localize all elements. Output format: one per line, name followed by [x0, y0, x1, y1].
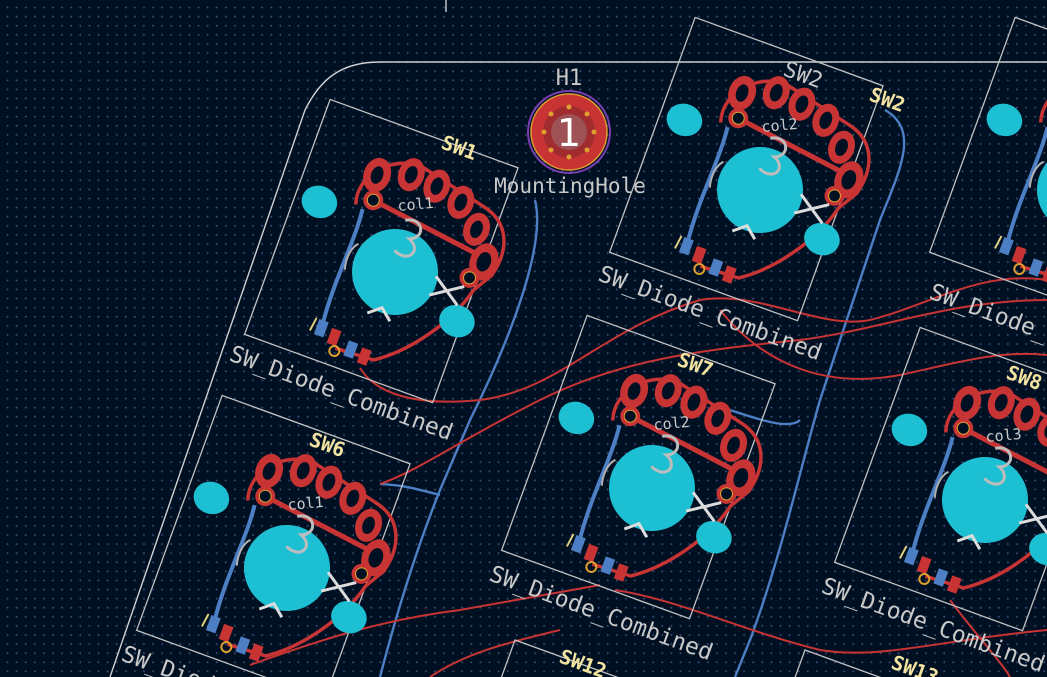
- board-edge-outline: [109, 0, 1047, 677]
- front-copper-trace: [429, 629, 561, 677]
- footprint-sw13[interactable]: SW13: [783, 649, 994, 677]
- back-copper-trace: [733, 108, 906, 677]
- footprint-reference: SW12: [556, 644, 609, 677]
- front-copper-trace: [719, 309, 1047, 380]
- back-copper-trace: [378, 199, 539, 677]
- footprint-value: SW_Diode_Combined: [226, 341, 456, 446]
- net-label: col1: [397, 194, 435, 215]
- front-copper-trace: [379, 299, 1047, 485]
- footprint-value: SW_Diode_Combined: [818, 573, 1047, 677]
- back-copper-trace: [729, 408, 801, 426]
- net-label: col2: [761, 115, 799, 136]
- mounting-hole-pad-number: 1: [557, 111, 581, 155]
- net-label: col2: [653, 413, 691, 434]
- footprint-value: SW_Diode_Combined: [486, 561, 716, 666]
- footprint-reference: SW2: [866, 82, 908, 117]
- footprint-reference: SW6: [306, 427, 348, 462]
- back-copper-trace: [379, 482, 441, 497]
- footprint-reference: SW7: [674, 347, 716, 382]
- front-copper-trace: [949, 599, 1011, 677]
- mounting-hole-value: MountingHole: [494, 174, 646, 198]
- mounting-hole-h1[interactable]: 1: [527, 90, 611, 174]
- footprint-sw6[interactable]: [137, 395, 424, 677]
- footprint-partial-right[interactable]: [930, 17, 1047, 325]
- footprint-reference: SW1: [438, 130, 480, 165]
- net-label: col3: [985, 425, 1023, 446]
- front-copper-trace: [359, 277, 1047, 403]
- mounting-hole-reference: H1: [556, 66, 583, 91]
- footprint-reference: SW13: [888, 650, 941, 677]
- front-copper-trace: [614, 589, 1047, 654]
- net-label: col1: [287, 493, 325, 514]
